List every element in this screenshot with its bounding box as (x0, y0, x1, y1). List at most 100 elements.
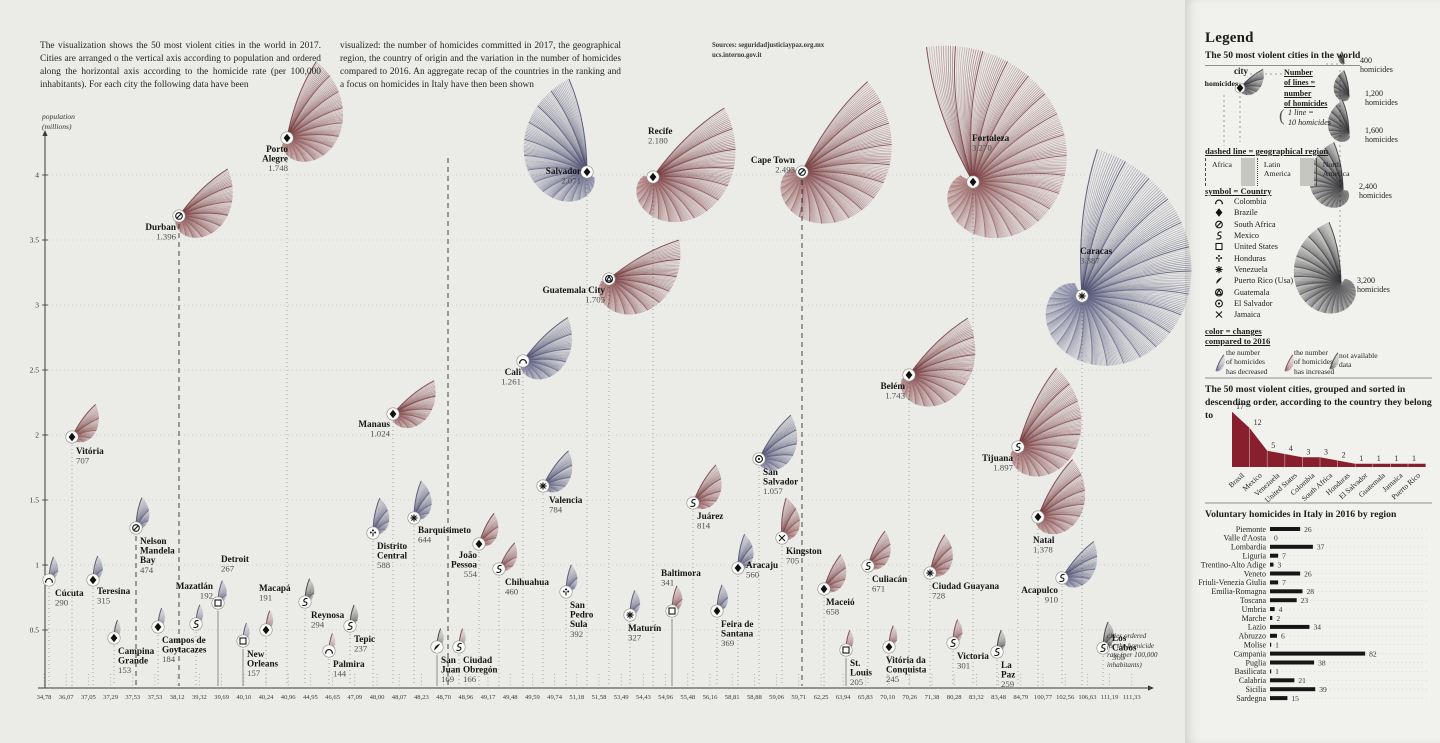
y-tick-label: 3.5 (30, 236, 40, 245)
italy-region-label: Valle d'Aosta (1223, 534, 1266, 543)
legend-country-label: Puerto Rico (Usa) (1234, 276, 1294, 286)
x-tick-label: 37,05 (81, 694, 97, 701)
italy-bar-value: 38 (1318, 658, 1326, 667)
italy-bar-value: 37 (1317, 543, 1325, 552)
legend-country-label: El Salvador (1234, 298, 1273, 308)
italy-bar-value: 26 (1304, 525, 1312, 534)
italy-bar-value: 26 (1304, 569, 1312, 578)
legend-country-item: Mexico (1212, 230, 1293, 241)
city-label: Kingston 705 (786, 546, 822, 566)
italy-bar-value: 15 (1291, 694, 1299, 703)
legend-example-homicides-label: homicides (1204, 79, 1238, 88)
x-tick-label: 47,09 (347, 694, 363, 701)
city-marker-venezuela (407, 511, 421, 525)
city-marker-brazil (472, 537, 486, 551)
city-marker-guatemala (602, 272, 616, 286)
x-tick-label: 59,06 (769, 694, 785, 701)
divider (1240, 158, 1255, 186)
city-label: Nelson Mandela Bay 474 (140, 536, 175, 575)
x-tick-label: 59,71 (791, 694, 806, 701)
x-tick-label: 56,16 (703, 694, 719, 701)
city-marker-venezuela (1075, 289, 1089, 303)
city-label: Ciudad Obregón 166 (463, 655, 498, 684)
legend-size-label: 2,400 homicides (1359, 182, 1392, 200)
legend-country-label: Jamaica (1234, 310, 1261, 320)
x-tick-label: 65,83 (858, 694, 874, 701)
legend-title: Legend (1205, 30, 1254, 46)
legend-country-item: Guatemala (1212, 286, 1293, 297)
x-tick-label: 62,25 (814, 694, 830, 701)
legend-country-item: Venezuela (1212, 264, 1293, 275)
legend-country-label: Mexico (1234, 231, 1260, 241)
x-tick-label: 49,48 (503, 694, 519, 701)
city-marker-brazil (710, 604, 724, 618)
italy-bar (1270, 607, 1275, 612)
city-label: Maceió 658 (826, 597, 855, 617)
x-tick-label: 34,78 (37, 694, 53, 701)
country-bar-value: 17 (1236, 402, 1244, 411)
x-tick-label: 54,43 (636, 694, 652, 701)
italy-region-label: Puglia (1246, 658, 1267, 667)
city-marker-mexico (946, 636, 960, 650)
city-marker-brazil (882, 640, 896, 654)
x-tick-label: 71,38 (925, 694, 941, 701)
x-tick-label: 70,10 (880, 694, 896, 701)
italy-region-label: Sicilia (1246, 685, 1267, 694)
italy-bar-value: 7 (1282, 578, 1286, 587)
city-spiral (1010, 367, 1082, 477)
x-tick-label: 51,58 (592, 694, 608, 701)
city-marker-colombia (322, 644, 336, 658)
city-marker-honduras (366, 526, 380, 540)
italy-bar (1270, 571, 1301, 576)
city-label: Manaus 1.024 (358, 419, 390, 439)
italy-region-label: Toscana (1240, 596, 1267, 605)
italy-region-label: Trentino-Alto Adige (1201, 560, 1267, 569)
italy-bar-value: 7 (1282, 552, 1286, 561)
city-label: Tijuana 1.897 (982, 453, 1014, 473)
italy-region-label: Abruzzo (1238, 632, 1266, 641)
legend-change-spiral (1284, 354, 1295, 372)
x-tick-label: 37,29 (103, 694, 119, 701)
italy-bar (1270, 562, 1274, 567)
city-label: Ciudad Guayana 728 (932, 581, 1000, 601)
legend-country-item: Colombia (1212, 196, 1293, 207)
y-tick-label: 2.5 (30, 366, 40, 375)
x-tick-label: 55,48 (680, 694, 696, 701)
y-tick-label: 3 (35, 301, 39, 310)
italy-chart-title: Voluntary homicides in Italy in 2016 by … (1205, 509, 1397, 520)
city-marker-mexico (1011, 440, 1025, 454)
city-marker-venezuela (923, 566, 937, 580)
x-tick-label: 37,53 (148, 694, 164, 701)
legend-region-samples: Africa Latin America North America (1205, 158, 1357, 186)
country-bar-value: 12 (1254, 418, 1262, 427)
city-marker-brazil (280, 131, 294, 145)
x-tick-label: 48,96 (458, 694, 474, 701)
italy-region-label: Marche (1242, 614, 1267, 623)
city-label: Baltimora 341 (661, 568, 701, 588)
x-tick-label: 46,65 (325, 694, 341, 701)
italy-bar (1270, 660, 1315, 665)
x-tick-label: 70,26 (902, 694, 918, 701)
italy-bar-value: 82 (1369, 649, 1377, 658)
legend-size-spiral (1333, 70, 1350, 102)
city-marker-brazil (902, 368, 916, 382)
city-marker-venezuela (623, 608, 637, 622)
legend-line-note: 1 line = 10 homicides (1288, 108, 1331, 128)
legend-color-header: color = changes compared to 2016 (1205, 326, 1271, 346)
city-label: Palmira 144 (333, 659, 365, 679)
city-marker-mexico (1096, 641, 1110, 655)
italy-region-label: Lazio (1248, 623, 1266, 632)
city-marker-mexico (861, 559, 875, 573)
country-bar-value: 2 (1342, 451, 1346, 460)
italy-bar-value: 23 (1301, 596, 1309, 605)
region-lines (48, 146, 1104, 686)
italy-region-label: Emilia-Romagna (1211, 587, 1266, 596)
italy-bar-value: 39 (1319, 685, 1327, 694)
x-tick-label: 80,28 (947, 694, 963, 701)
city-marker-brazil (107, 631, 121, 645)
city-label: Victoria 301 (957, 651, 989, 671)
city-marker-mexico (492, 562, 506, 576)
legend-symbol-header: symbol = Country (1205, 186, 1272, 196)
legend-country-label: Brazile (1234, 208, 1258, 218)
elsalvador-symbol-icon (1215, 299, 1223, 308)
